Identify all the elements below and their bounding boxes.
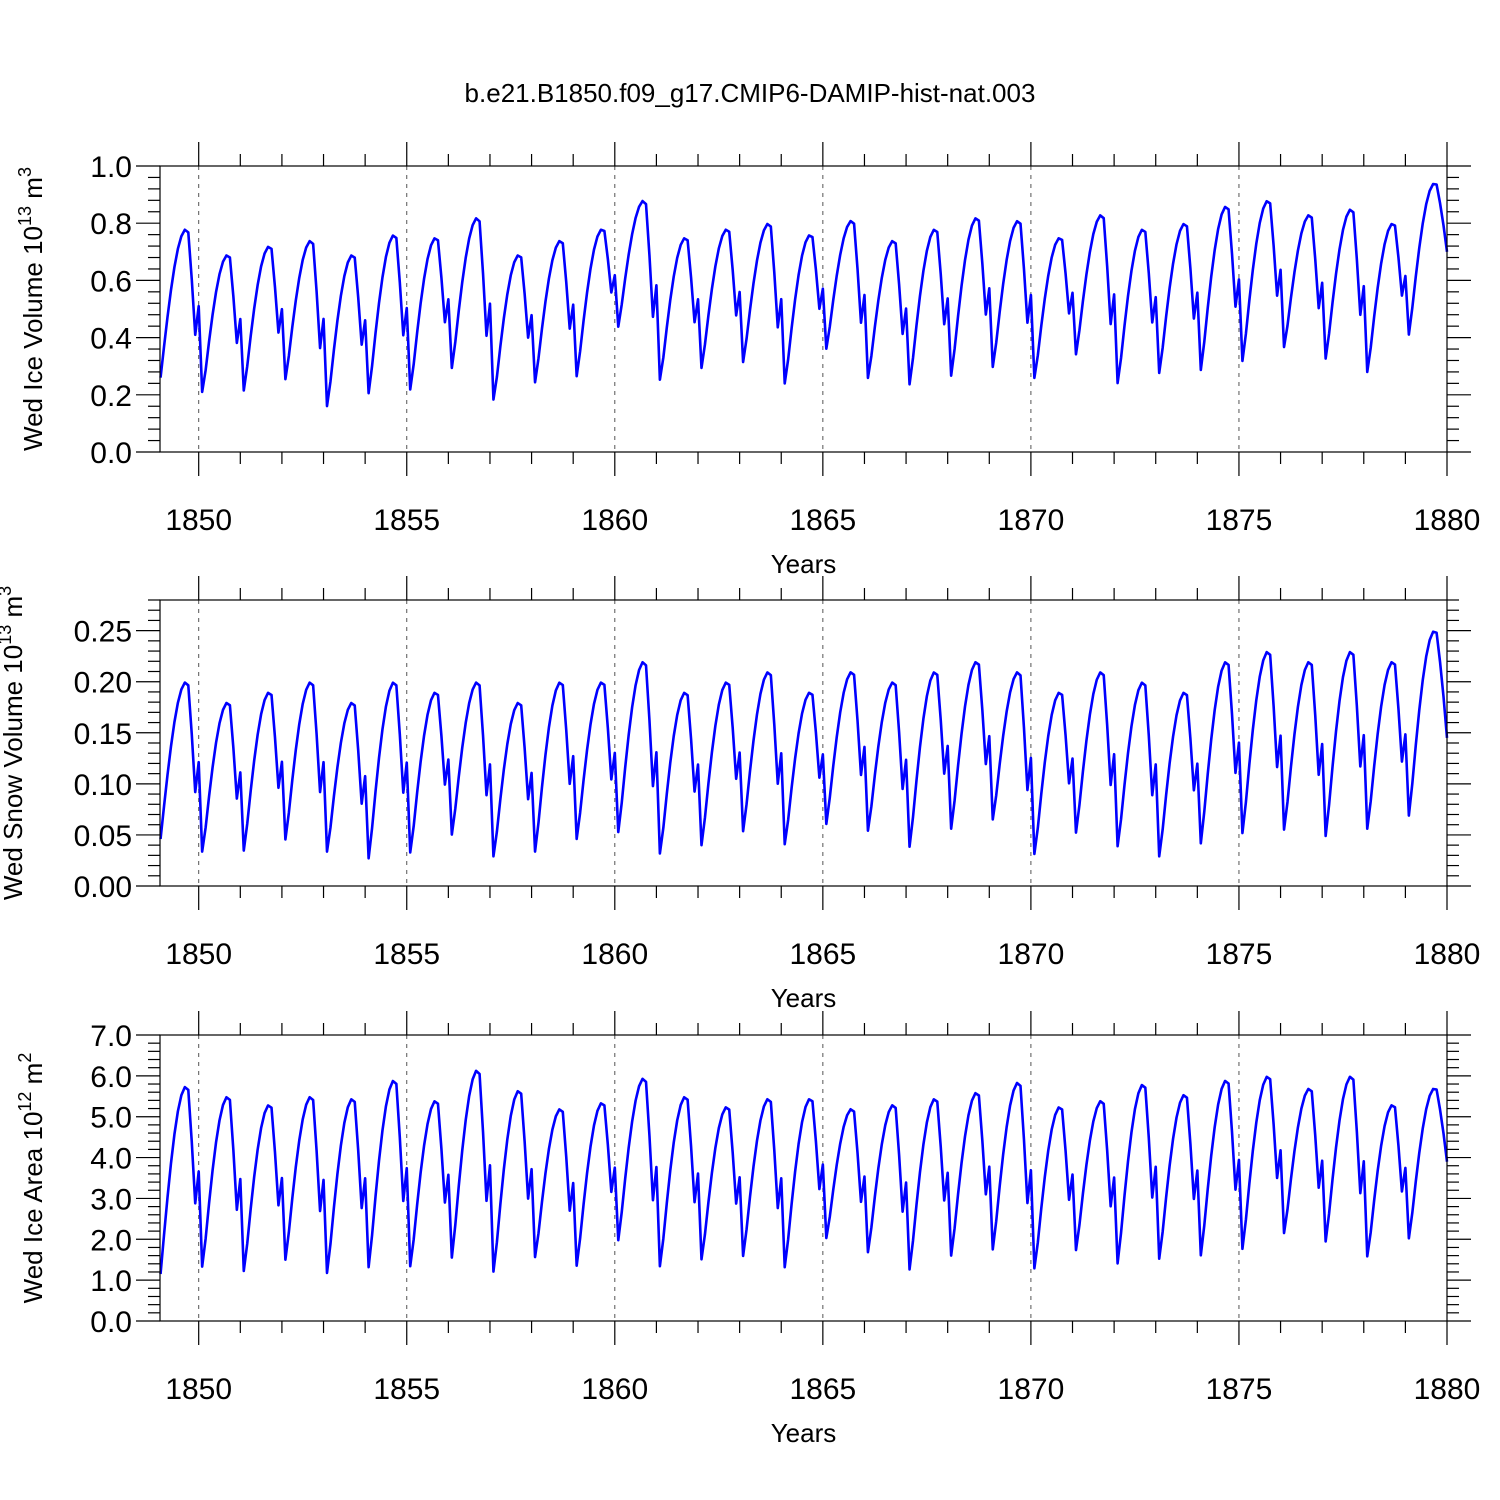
- y-tick-label: 0.6: [90, 265, 132, 298]
- x-tick-label: 1855: [373, 504, 440, 537]
- x-tick-label: 1880: [1414, 1373, 1481, 1406]
- panel-2: 1850 1855 1860 1865 1870 1875 1880 0.00 0.05 0.10…: [0, 576, 1480, 1013]
- y-tick-label: 2.0: [90, 1224, 132, 1257]
- y-tick-label: 0.10: [74, 769, 132, 802]
- panels: 1850 1855 1860 1865 1870 1875 1880 0.0 0.2 0.4 0.6…: [0, 142, 1480, 1448]
- y-tick-label: 0.8: [90, 208, 132, 241]
- x-tick-label: 1860: [581, 504, 648, 537]
- plot-frame: [159, 599, 1448, 887]
- y-tick-label: 5.0: [90, 1102, 132, 1135]
- x-tick-label: 1855: [373, 1373, 440, 1406]
- x-tick-label: 1850: [165, 504, 232, 537]
- y-axis-label: Wed Snow Volume 1013 m3: [0, 586, 28, 900]
- y-tick-label: 0.05: [74, 820, 132, 853]
- x-axis-label: Years: [771, 549, 837, 579]
- series-line: [159, 1069, 1449, 1275]
- x-tick-label: 1860: [581, 938, 648, 971]
- x-axis-label: Years: [771, 983, 837, 1013]
- x-tick-label: 1870: [998, 504, 1065, 537]
- y-tick-label: 0.0: [90, 437, 132, 470]
- y-tick-label: 0.15: [74, 718, 132, 751]
- panel-1: 1850 1855 1860 1865 1870 1875 1880 0.0 0.2 0.4 0.6…: [15, 142, 1480, 579]
- y-tick-label: 4.0: [90, 1143, 132, 1176]
- plot-frame: [159, 165, 1448, 453]
- y-tick-label: 0.00: [74, 871, 132, 904]
- x-tick-label: 1865: [789, 1373, 856, 1406]
- y-tick-label: 0.2: [90, 380, 132, 413]
- y-tick-label: 1.0: [90, 151, 132, 184]
- x-tick-label: 1850: [165, 1373, 232, 1406]
- plot-frame: [159, 1034, 1448, 1322]
- y-tick-label: 6.0: [90, 1061, 132, 1094]
- x-tick-label: 1875: [1206, 1373, 1273, 1406]
- y-tick-label: 0.20: [74, 667, 132, 700]
- y-tick-label: 7.0: [90, 1020, 132, 1053]
- y-tick-label: 1.0: [90, 1265, 132, 1298]
- series-line: [159, 630, 1449, 860]
- x-tick-label: 1865: [789, 504, 856, 537]
- y-tick-label: 3.0: [90, 1183, 132, 1216]
- y-tick-label: 0.25: [74, 616, 132, 649]
- x-tick-label: 1880: [1414, 938, 1481, 971]
- x-axis-label: Years: [771, 1418, 837, 1448]
- y-tick-label: 0.4: [90, 323, 132, 356]
- y-tick-label: 0.0: [90, 1306, 132, 1339]
- x-tick-label: 1860: [581, 1373, 648, 1406]
- panel-3: 1850 1855 1860 1865 1870 1875 1880 0.0 1.0 2.0 3.0…: [15, 1011, 1480, 1448]
- y-axis-label: Wed Ice Area 1012 m2: [15, 1053, 48, 1304]
- x-tick-label: 1875: [1206, 938, 1273, 971]
- x-tick-label: 1870: [998, 938, 1065, 971]
- figure-title: b.e21.B1850.f09_g17.CMIP6-DAMIP-hist-nat…: [465, 78, 1036, 108]
- x-tick-label: 1850: [165, 938, 232, 971]
- x-tick-label: 1880: [1414, 504, 1481, 537]
- x-tick-label: 1865: [789, 938, 856, 971]
- x-tick-label: 1875: [1206, 504, 1273, 537]
- x-tick-label: 1855: [373, 938, 440, 971]
- series-line: [159, 182, 1449, 408]
- x-tick-label: 1870: [998, 1373, 1065, 1406]
- y-axis-label: Wed Ice Volume 1013 m3: [15, 167, 48, 451]
